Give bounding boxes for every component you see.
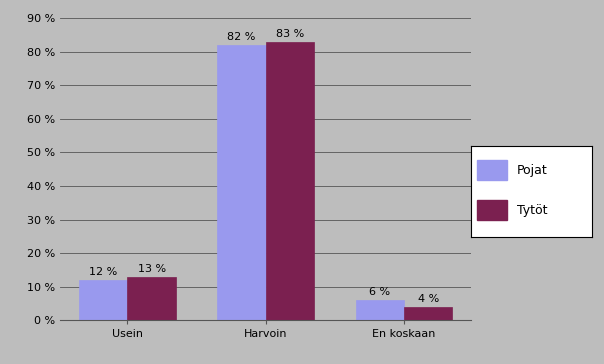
Text: 83 %: 83 % — [276, 29, 304, 39]
Bar — [404, 307, 452, 320]
FancyBboxPatch shape — [477, 160, 507, 180]
Text: Tytöt: Tytöt — [517, 204, 547, 217]
Text: 82 %: 82 % — [227, 32, 255, 42]
Text: 4 %: 4 % — [417, 294, 439, 304]
Text: Pojat: Pojat — [517, 164, 548, 177]
Bar — [127, 277, 176, 320]
FancyBboxPatch shape — [477, 200, 507, 220]
Text: 13 %: 13 % — [138, 264, 165, 274]
Bar — [79, 280, 127, 320]
Bar — [217, 45, 266, 320]
Text: 12 %: 12 % — [89, 267, 117, 277]
Bar — [266, 42, 314, 320]
Text: 6 %: 6 % — [369, 288, 390, 297]
Bar — [356, 300, 404, 320]
